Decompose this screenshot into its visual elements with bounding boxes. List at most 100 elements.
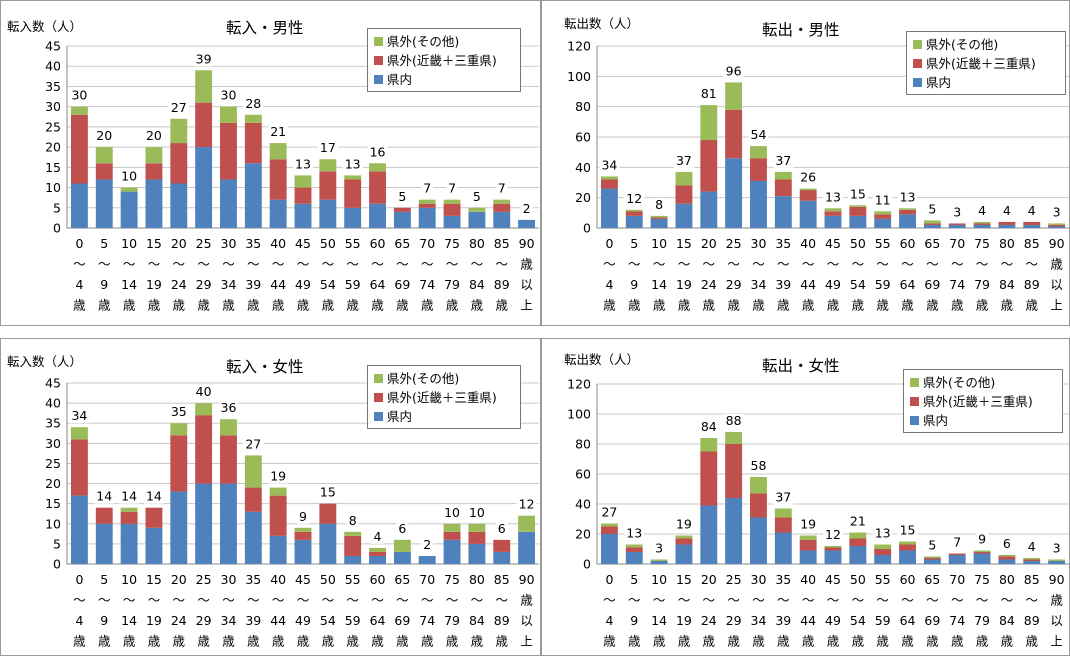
bar-segment-other (824, 546, 842, 548)
x-tick-label: 歳 (396, 298, 409, 313)
x-tick-label: 歳 (446, 298, 459, 313)
x-tick-label: 歳 (322, 298, 335, 313)
data-label-bg (951, 205, 964, 220)
x-tick-label: 90 (1049, 572, 1065, 587)
x-tick-label: 歳 (976, 634, 989, 649)
bar-segment-kinki (700, 451, 718, 506)
bar-segment-kinki (443, 203, 461, 216)
x-tick-label: ～ (247, 593, 260, 608)
x-tick-label: 65 (924, 236, 940, 251)
data-label-total: 4 (978, 203, 986, 218)
data-label-total: 19 (800, 517, 816, 532)
chart-title: 転入・男性 (226, 19, 304, 37)
data-label-bg (748, 128, 769, 143)
bar-segment-pref (973, 224, 991, 228)
bar-segment-kinki (418, 203, 436, 208)
x-tick-label: 84 (469, 613, 485, 628)
x-tick-label: 上 (520, 298, 533, 313)
bar-segment-pref (344, 207, 362, 228)
x-tick-label: 80 (469, 572, 485, 587)
y-tick-label: 5 (53, 536, 61, 551)
x-tick-label: 54 (320, 277, 336, 292)
x-tick-label: ～ (495, 593, 508, 608)
legend-label: 県外(近畿＋三重県) (923, 394, 1033, 409)
x-tick-label: ～ (802, 257, 815, 272)
x-tick-label: 上 (520, 634, 533, 649)
data-label-bg (495, 521, 508, 536)
x-tick-label: 歳 (123, 298, 136, 313)
bar-segment-pref (824, 550, 842, 564)
y-tick-label: 0 (583, 221, 591, 236)
y-tick-label: 120 (567, 377, 591, 392)
x-tick-label: 35 (245, 236, 261, 251)
bar-segment-other (244, 114, 262, 123)
x-tick-label: 50 (320, 236, 336, 251)
x-tick-label: 30 (221, 236, 237, 251)
x-tick-label: 79 (974, 277, 990, 292)
y-tick-label: 25 (45, 456, 61, 471)
y-tick-label: 45 (45, 39, 61, 54)
data-label-total: 84 (701, 419, 717, 434)
bar-segment-other (344, 531, 362, 536)
x-tick-label: 4 (75, 277, 83, 292)
bar-segment-pref (319, 199, 337, 228)
legend-item-pref: 県内 (374, 407, 514, 426)
bar-segment-kinki (625, 211, 643, 216)
y-tick-label: 20 (45, 476, 61, 491)
data-label-total: 27 (245, 436, 261, 451)
bar-segment-other (1023, 558, 1041, 560)
stacked-bar-chart: 020406080100120340～4歳125～9歳810～14歳3715～1… (567, 39, 1069, 313)
legend-label: 県内 (923, 413, 949, 428)
chart-legend: 県外(その他) 県外(近畿＋三重県) 県内 (367, 28, 521, 92)
data-label-bg (317, 141, 338, 156)
x-tick-label: ～ (752, 257, 765, 272)
bar-segment-other (1048, 559, 1066, 561)
x-tick-label: 歳 (346, 298, 359, 313)
x-tick-label: 15 (676, 236, 692, 251)
x-tick-label: 55 (345, 236, 361, 251)
x-tick-label: 84 (999, 277, 1015, 292)
data-label-total: 40 (196, 384, 212, 399)
legend-swatch (913, 40, 922, 49)
y-tick-label: 15 (45, 496, 61, 511)
x-tick-label: 25 (196, 236, 212, 251)
bar-segment-pref (799, 550, 817, 564)
data-label-bg (268, 125, 289, 140)
bar-segment-other (700, 438, 718, 452)
data-label-total: 81 (701, 86, 717, 101)
y-tick-label: 45 (45, 376, 61, 391)
bar-segment-kinki (344, 535, 362, 556)
x-tick-label: 0 (75, 236, 83, 251)
x-tick-label: 90 (1049, 236, 1065, 251)
data-label-total: 7 (498, 181, 506, 196)
bar-segment-pref (443, 215, 461, 228)
bar-segment-other (443, 199, 461, 204)
y-tick-label: 60 (575, 130, 591, 145)
bar-segment-kinki (269, 159, 287, 200)
data-label-bg (94, 129, 115, 144)
data-label-bg (624, 526, 645, 541)
legend-swatch (374, 393, 383, 402)
x-tick-label: 14 (121, 613, 137, 628)
x-tick-label: ～ (678, 593, 691, 608)
x-tick-label: ～ (197, 257, 210, 272)
x-tick-label: 74 (419, 277, 435, 292)
x-tick-label: 歳 (628, 634, 641, 649)
x-tick-label: 29 (196, 277, 212, 292)
x-tick-label: ～ (272, 257, 285, 272)
x-tick-label: 69 (394, 277, 410, 292)
data-label-bg (773, 490, 794, 505)
bar-segment-kinki (750, 493, 767, 518)
x-tick-label: 40 (800, 236, 816, 251)
y-tick-label: 25 (45, 119, 61, 134)
data-label-bg (673, 517, 694, 532)
bar-segment-kinki (675, 185, 693, 204)
x-tick-label: ～ (471, 593, 484, 608)
bar-segment-other (774, 508, 792, 518)
legend-item-pref: 県内 (910, 411, 1056, 430)
bar-segment-pref (120, 523, 138, 564)
data-label-bg (168, 405, 189, 420)
data-label-bg (466, 505, 487, 520)
x-tick-label: ～ (876, 257, 889, 272)
x-tick-label: ～ (222, 593, 235, 608)
